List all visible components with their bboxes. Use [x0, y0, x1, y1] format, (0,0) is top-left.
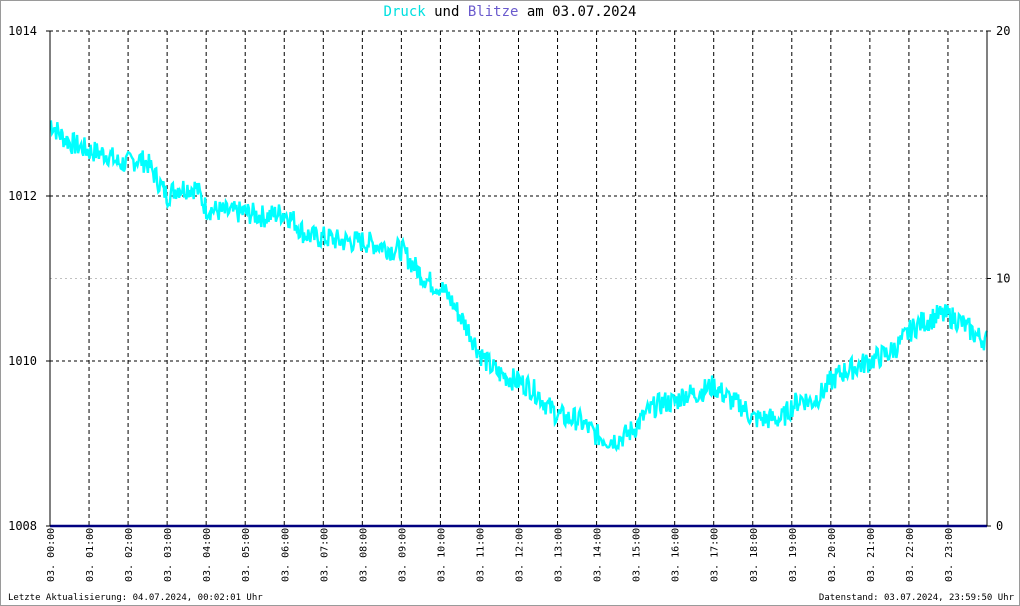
x-tick-label: 03. 04:00: [202, 528, 213, 582]
y-tick-label-right: 0: [996, 519, 1003, 533]
x-tick-label: 03. 19:00: [788, 528, 799, 582]
title-druck: Druck: [383, 4, 426, 20]
y-tick-label-left: 1008: [8, 519, 37, 533]
x-tick-label: 03. 12:00: [515, 528, 526, 582]
grid: [50, 30, 987, 526]
y-tick-label-left: 1014: [8, 24, 37, 38]
y-tick-label-right: 10: [996, 272, 1010, 286]
x-tick-label: 03. 15:00: [632, 528, 643, 582]
footer-data-status: Datenstand: 03.07.2024, 23:59:50 Uhr: [818, 593, 1014, 603]
x-tick-label: 03. 11:00: [475, 528, 486, 582]
title-date: am 03.07.2024: [518, 4, 637, 20]
x-tick-label: 03. 17:00: [710, 528, 721, 582]
x-tick-label: 03. 16:00: [671, 528, 682, 582]
x-tick-label: 03. 14:00: [593, 528, 604, 582]
x-tick-label: 03. 08:00: [358, 528, 369, 582]
title-blitze: Blitze: [467, 4, 519, 20]
footer-last-update: Letzte Aktualisierung: 04.07.2024, 00:02…: [8, 593, 263, 603]
chart-title: Druck und Blitze am 03.07.2024: [0, 4, 1020, 20]
series-druck-line: [49, 120, 989, 453]
y-tick-label-left: 1012: [8, 189, 37, 203]
title-und: und: [425, 4, 468, 20]
x-tick-label: 03. 18:00: [749, 528, 760, 582]
x-tick-label: 03. 22:00: [905, 528, 916, 582]
series-layer: [49, 120, 989, 528]
x-tick-label: 03. 03:00: [163, 528, 174, 582]
x-tick-label: 03. 07:00: [319, 528, 330, 582]
tick-labels: 1008 1010 1012 1014 0 10 20 03. 00:00 03. 01:00 0…: [8, 24, 1010, 582]
x-tick-label: 03. 13:00: [554, 528, 565, 582]
axes: [46, 30, 991, 527]
y-tick-label-left: 1010: [8, 354, 37, 368]
x-tick-label: 03. 02:00: [124, 528, 135, 582]
y-tick-label-right: 20: [996, 24, 1010, 38]
x-tick-label: 03. 23:00: [944, 528, 955, 582]
x-tick-label: 03. 09:00: [397, 528, 408, 582]
x-tick-label: 03. 20:00: [827, 528, 838, 582]
x-tick-label: 03. 21:00: [866, 528, 877, 582]
x-tick-label: 03. 00:00: [46, 528, 57, 582]
x-tick-label: 03. 10:00: [436, 528, 447, 582]
x-tick-label: 03. 01:00: [85, 528, 96, 582]
x-tick-label: 03. 06:00: [280, 528, 291, 582]
x-tick-label: 03. 05:00: [241, 528, 252, 582]
